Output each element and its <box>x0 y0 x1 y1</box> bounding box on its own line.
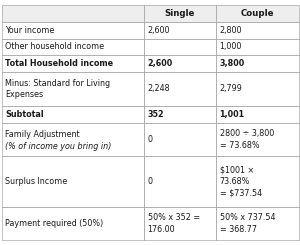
Bar <box>2 5 144 22</box>
Text: Your income: Your income <box>5 25 55 35</box>
Bar <box>144 55 216 72</box>
Bar <box>144 22 216 38</box>
Bar <box>144 156 216 207</box>
Text: Couple: Couple <box>241 9 274 18</box>
Text: Other household income: Other household income <box>5 42 104 51</box>
Bar <box>216 207 298 240</box>
Bar <box>144 38 216 55</box>
Bar <box>2 55 144 72</box>
Bar <box>2 72 144 106</box>
Text: 2800 ÷ 3,800
= 73.68%: 2800 ÷ 3,800 = 73.68% <box>220 129 274 149</box>
Text: 50% x 737.54
= 368.77: 50% x 737.54 = 368.77 <box>220 213 275 233</box>
Text: Minus: Standard for Living
Expenses: Minus: Standard for Living Expenses <box>5 79 110 99</box>
Text: 352: 352 <box>148 110 164 119</box>
Text: Single: Single <box>165 9 195 18</box>
Text: Total Household income: Total Household income <box>5 59 113 68</box>
Text: (% of income you bring in): (% of income you bring in) <box>5 142 112 150</box>
Bar <box>144 5 216 22</box>
Bar <box>216 72 298 106</box>
Bar <box>144 207 216 240</box>
Bar <box>216 55 298 72</box>
Bar <box>216 106 298 122</box>
Bar <box>216 5 298 22</box>
Text: Payment required (50%): Payment required (50%) <box>5 219 103 228</box>
Text: 50% x 352 =
176.00: 50% x 352 = 176.00 <box>148 213 200 233</box>
Bar <box>144 122 216 156</box>
Text: 0: 0 <box>148 177 153 186</box>
Text: 1,000: 1,000 <box>220 42 242 51</box>
Bar <box>144 72 216 106</box>
Bar <box>2 38 144 55</box>
Text: 2,248: 2,248 <box>148 84 170 93</box>
Text: $1001 ×
73.68%
= $737.54: $1001 × 73.68% = $737.54 <box>220 165 262 197</box>
Text: Surplus Income: Surplus Income <box>5 177 67 186</box>
Bar <box>216 122 298 156</box>
Bar <box>2 207 144 240</box>
Bar <box>2 22 144 38</box>
Text: 2,799: 2,799 <box>220 84 242 93</box>
Bar <box>2 156 144 207</box>
Bar <box>2 122 144 156</box>
Bar <box>144 106 216 122</box>
Bar <box>216 38 298 55</box>
Bar <box>216 22 298 38</box>
Text: Subtotal: Subtotal <box>5 110 44 119</box>
Text: 2,600: 2,600 <box>148 25 170 35</box>
Text: 1,001: 1,001 <box>220 110 245 119</box>
Text: Family Adjustment: Family Adjustment <box>5 130 80 139</box>
Text: 2,600: 2,600 <box>148 59 173 68</box>
Text: 3,800: 3,800 <box>220 59 245 68</box>
Text: 0: 0 <box>148 135 153 144</box>
Bar <box>2 106 144 122</box>
Text: 2,800: 2,800 <box>220 25 242 35</box>
Bar <box>216 156 298 207</box>
